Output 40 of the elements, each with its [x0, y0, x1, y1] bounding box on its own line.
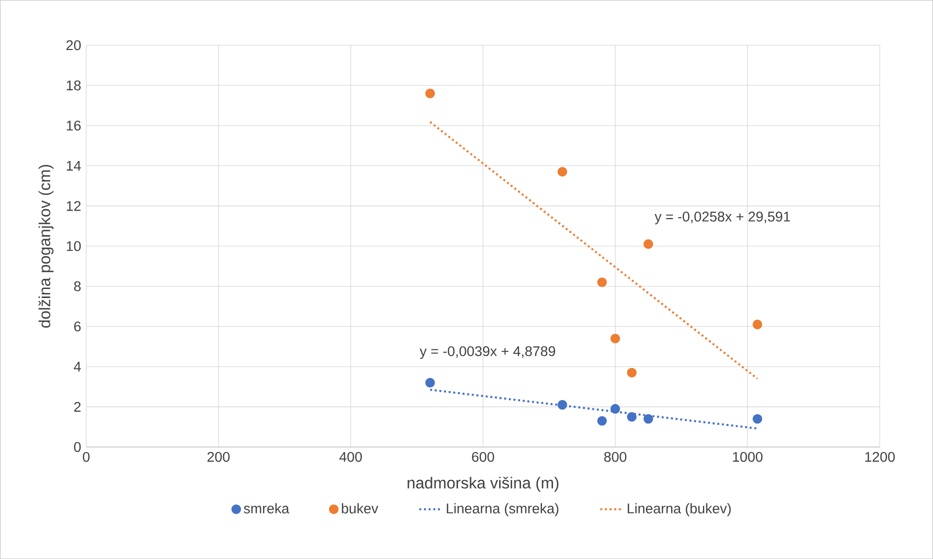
point: [610, 334, 620, 344]
point: [610, 404, 620, 414]
point: [558, 166, 568, 176]
x-tick-label: 800: [604, 452, 626, 462]
x-axis-title: nadmorska višina (m): [408, 476, 558, 492]
legend-label: smreka: [244, 503, 290, 514]
point: [626, 368, 637, 378]
x-tick-label: 200: [208, 452, 230, 462]
x-tick-label: 1200: [865, 452, 895, 462]
legend-label: Linearna (bukev): [628, 503, 731, 516]
point: [644, 414, 654, 424]
y-tick-label: 8: [74, 281, 81, 292]
legend-label: bukev: [342, 503, 378, 514]
x-tick-label: 1000: [733, 452, 763, 462]
y-tick-label: 2: [74, 402, 81, 412]
y-tick-label: 6: [74, 321, 81, 332]
y-axis-title: dolžina poganjkov (cm): [38, 164, 54, 328]
y-tick-label: 16: [66, 120, 81, 130]
point: [597, 416, 607, 426]
point: [752, 320, 762, 330]
y-tick-label: 10: [66, 241, 81, 251]
y-tick-label: 18: [66, 80, 81, 90]
point: [626, 412, 637, 422]
annotation: y = -0,0258x + 29,591: [654, 212, 790, 224]
point: [597, 277, 607, 287]
y-tick-label: 0: [74, 442, 81, 452]
y-tick-label: 20: [66, 40, 81, 50]
annotation: y = -0,0039x + 4,8789: [420, 346, 556, 359]
point: [425, 378, 435, 388]
x-tick-label: 400: [339, 452, 362, 462]
y-tick-label: 14: [66, 160, 81, 170]
point: [752, 414, 762, 424]
x-tick-label: 600: [472, 452, 494, 462]
point: [644, 239, 654, 249]
point: [558, 400, 568, 410]
y-tick-label: 12: [66, 200, 81, 211]
point: [425, 88, 435, 98]
y-tick-label: 4: [74, 362, 81, 372]
legend-label: Linearna (smreka): [446, 503, 558, 516]
x-tick-label: 0: [82, 452, 90, 462]
